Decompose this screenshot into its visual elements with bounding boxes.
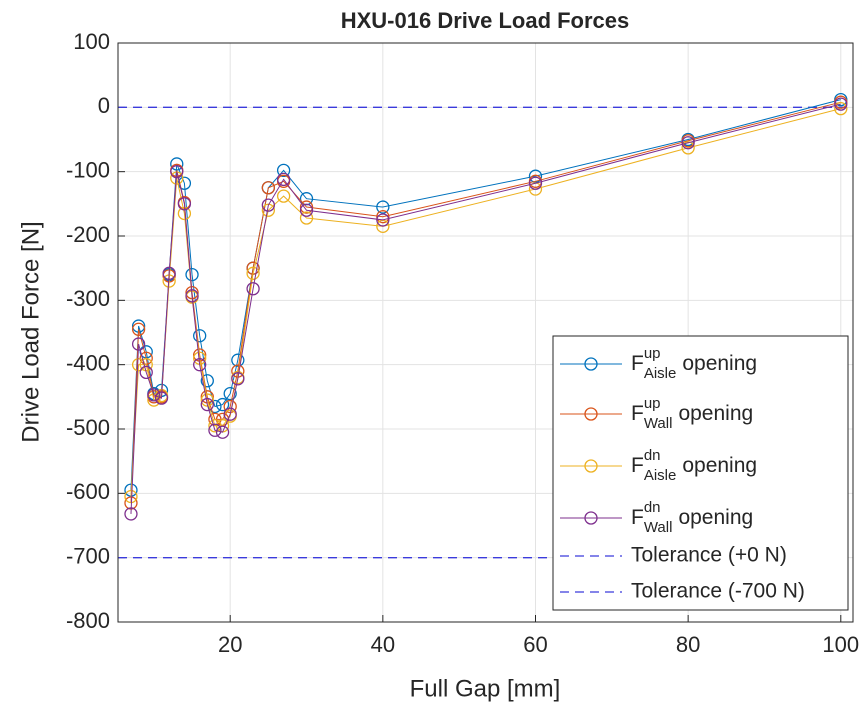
data-point [131, 322, 146, 336]
y-tick-label: -200 [66, 222, 110, 247]
data-point [185, 289, 199, 303]
data-point [299, 203, 314, 217]
legend-label-part: Wall [644, 415, 673, 432]
data-point [147, 388, 161, 402]
legend-label-part: up [644, 395, 661, 412]
data-point [528, 169, 543, 183]
data-point [231, 353, 245, 367]
data-point [177, 197, 192, 211]
legend-label-part: opening [678, 402, 753, 425]
data-point [170, 165, 184, 179]
x-tick-label: 20 [218, 632, 242, 657]
data-point [231, 372, 245, 386]
data-point [834, 97, 848, 111]
legend-label-part: up [644, 345, 661, 362]
data-point [223, 386, 237, 401]
legend-marker [584, 511, 598, 525]
data-point [299, 211, 314, 225]
y-tick-label: -500 [66, 415, 110, 440]
legend-label-part: dn [644, 499, 661, 516]
data-point [170, 157, 184, 171]
y-tick-label: -300 [66, 286, 110, 311]
data-point [223, 407, 237, 421]
y-tick-label: 0 [98, 93, 110, 118]
chart-title: HXU-016 Drive Load Forces [341, 8, 630, 33]
y-tick-label: 100 [73, 29, 110, 54]
legend-label-part: F [631, 402, 644, 425]
data-point [261, 198, 276, 212]
data-point [276, 189, 291, 203]
data-point [376, 210, 390, 224]
data-point [261, 181, 276, 195]
legend-label-part: Aisle [644, 467, 677, 484]
data-point [154, 391, 169, 405]
data-point [299, 200, 314, 214]
data-point [162, 266, 176, 280]
data-point [200, 374, 214, 388]
data-point [139, 365, 153, 380]
y-tick-label: -800 [66, 608, 110, 633]
legend-label-part: F [631, 454, 644, 477]
data-point [131, 337, 146, 351]
legend-label-part: opening [678, 506, 753, 529]
data-point [276, 163, 291, 178]
legend-label: Tolerance (+0 N) [631, 544, 787, 567]
legend-label-part: Wall [644, 519, 673, 536]
legend-label-part: dn [644, 447, 661, 464]
legend-label-part: Aisle [644, 365, 677, 382]
y-tick-label: -700 [66, 543, 110, 568]
x-tick-label: 80 [676, 632, 700, 657]
data-point [681, 136, 695, 150]
y-tick-label: -600 [66, 479, 110, 504]
legend-label: Fdn Wall opening [631, 499, 753, 536]
legend-marker [584, 407, 598, 421]
data-point [834, 101, 848, 116]
data-point [124, 507, 138, 521]
x-tick-label: 100 [822, 632, 859, 657]
data-point [276, 172, 291, 187]
y-axis-label: Drive Load Force [N] [17, 221, 44, 442]
data-point [215, 397, 230, 412]
data-point [200, 397, 214, 412]
legend-label: Fup Aisle opening [631, 345, 757, 382]
legend-label: Fdn Aisle opening [631, 447, 757, 484]
data-point [215, 425, 230, 439]
data-point [528, 176, 543, 190]
y-tick-label: -400 [66, 350, 110, 375]
data-point [376, 200, 390, 214]
y-tick-label: -100 [66, 157, 110, 182]
data-point [185, 267, 199, 282]
legend-marker [584, 459, 598, 473]
legend-label: Fup Wall opening [631, 395, 753, 432]
data-point [376, 213, 390, 227]
data-point [124, 489, 138, 504]
x-axis-label: Full Gap [mm] [410, 675, 561, 702]
data-point [193, 358, 207, 372]
plot-frame [117, 42, 854, 623]
data-point [681, 141, 695, 155]
legend-box [552, 335, 849, 611]
legend-label-part: F [631, 506, 644, 529]
x-tick-label: 40 [371, 632, 395, 657]
x-tick-label: 60 [523, 632, 547, 657]
legend-label-part: F [631, 352, 644, 375]
data-point [246, 266, 260, 280]
data-point [246, 282, 260, 296]
legend-marker [584, 357, 598, 371]
data-point [193, 329, 207, 343]
legend-label: Tolerance (-700 N) [631, 580, 805, 603]
legend-label-part: opening [682, 352, 757, 375]
data-point [208, 423, 222, 437]
legend-label-part: opening [682, 454, 757, 477]
